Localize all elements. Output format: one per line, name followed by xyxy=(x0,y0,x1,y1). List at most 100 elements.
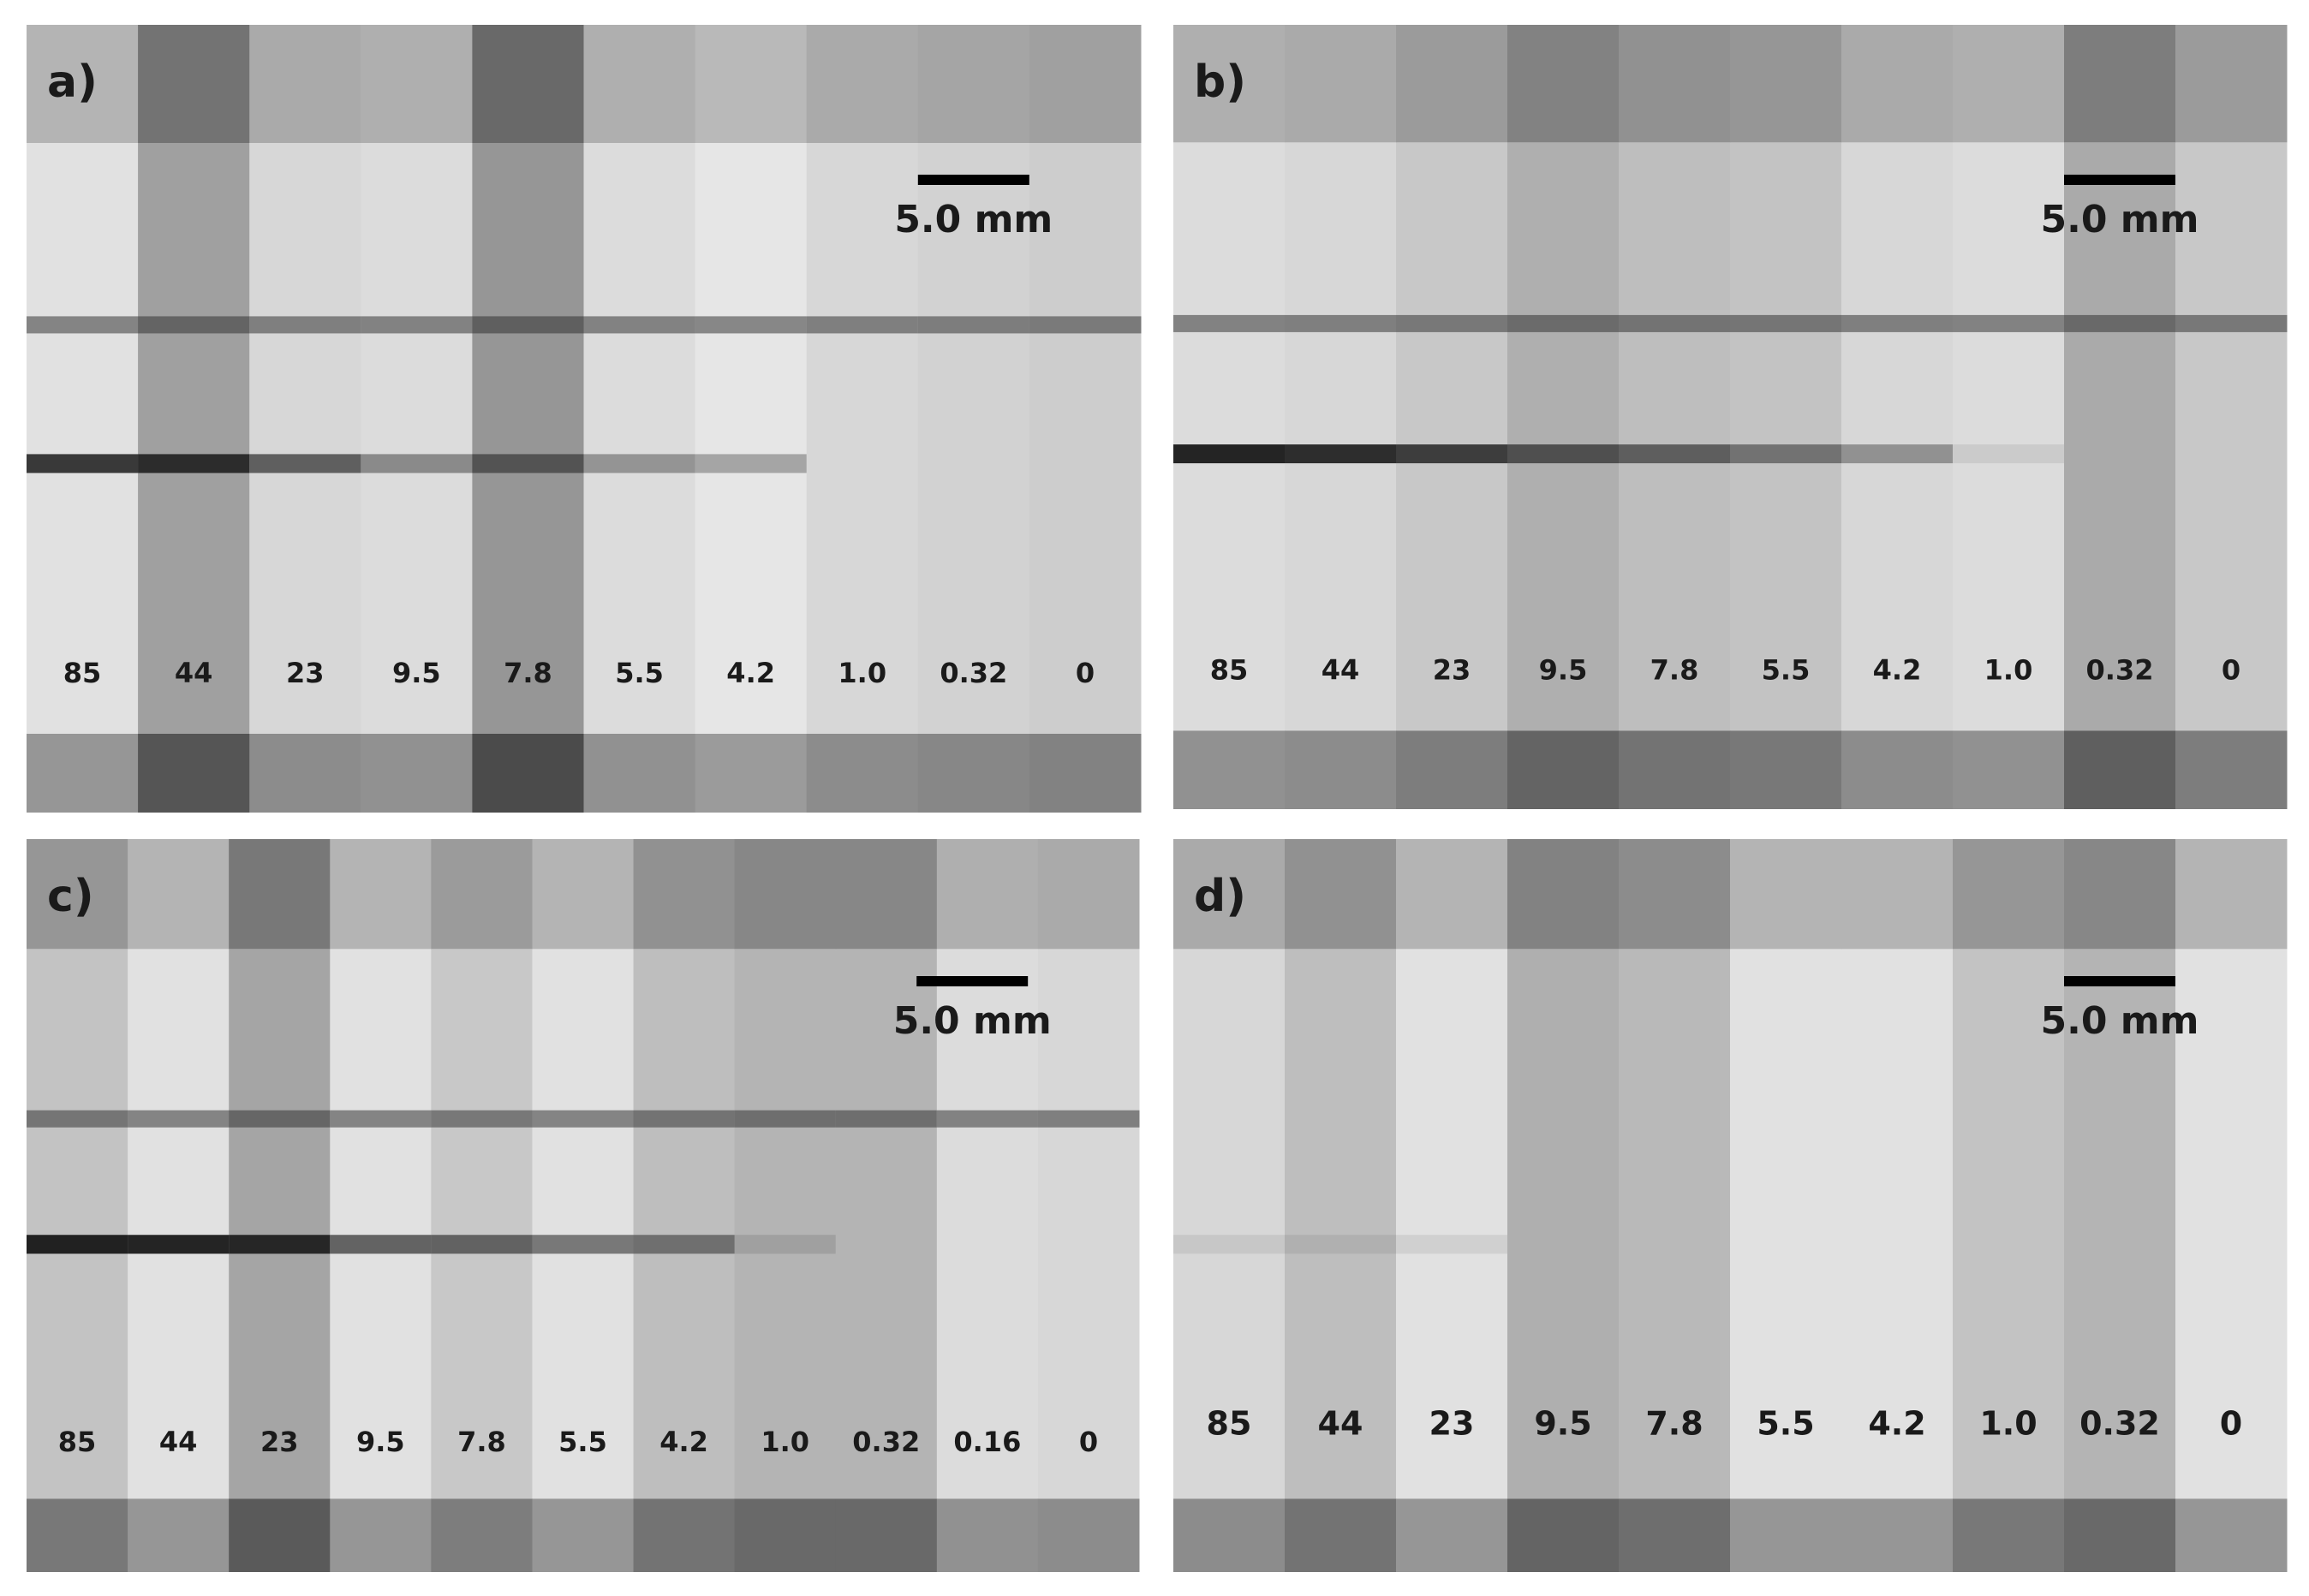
control-line xyxy=(695,316,808,334)
sample-pad xyxy=(936,839,1039,950)
control-line xyxy=(1619,314,1731,332)
strip-label: 85 xyxy=(58,1426,97,1458)
scale-bar xyxy=(2064,976,2175,986)
absorbent-pad xyxy=(27,1498,128,1572)
strip xyxy=(532,949,635,1499)
sample-pad xyxy=(2064,839,2176,950)
strip-label: 0.32 xyxy=(2086,654,2154,687)
strip xyxy=(633,949,736,1499)
absorbent-pad xyxy=(2064,1498,2176,1572)
test-line xyxy=(472,454,584,473)
sample-pad xyxy=(1173,839,1286,950)
sample-pad xyxy=(2175,839,2288,950)
absorbent-pad xyxy=(1619,1498,1731,1572)
control-line xyxy=(1507,314,1620,332)
strip-label: 23 xyxy=(1433,654,1471,687)
strip-label: 44 xyxy=(1318,1404,1363,1442)
absorbent-pad xyxy=(633,1498,736,1572)
sample-pad xyxy=(249,25,361,143)
strip xyxy=(1841,949,1954,1499)
scale-bar xyxy=(2064,175,2175,185)
test-line xyxy=(1396,1235,1508,1254)
sample-pad xyxy=(734,839,837,950)
strip-label: 0 xyxy=(1079,1426,1098,1458)
strip-label: 85 xyxy=(63,657,102,689)
test-line xyxy=(431,1235,533,1254)
test-line xyxy=(1285,444,1397,464)
absorbent-pad xyxy=(1619,730,1731,809)
strip-label: 85 xyxy=(1210,654,1249,687)
absorbent-pad xyxy=(128,1498,230,1572)
strip-label: 9.5 xyxy=(1534,1404,1591,1442)
strip-label: 1.0 xyxy=(1979,1404,2037,1442)
strip-label: 1.0 xyxy=(838,657,886,689)
sample-pad xyxy=(1029,25,1142,143)
absorbent-pad xyxy=(1173,730,1286,809)
strip-label: 23 xyxy=(1429,1404,1475,1442)
strip xyxy=(27,949,128,1499)
absorbent-pad xyxy=(1953,1498,2065,1572)
strip xyxy=(1173,142,1286,731)
strip xyxy=(1173,949,1286,1499)
absorbent-pad xyxy=(1396,1498,1508,1572)
strip-label: 5.5 xyxy=(615,657,664,689)
absorbent-pad xyxy=(2175,1498,2288,1572)
absorbent-pad xyxy=(1730,1498,1842,1572)
strip-label: 7.8 xyxy=(504,657,552,689)
strip xyxy=(2175,949,2288,1499)
strip xyxy=(917,143,1030,734)
sample-pad xyxy=(1285,839,1397,950)
strip xyxy=(806,143,919,734)
strip xyxy=(1953,142,2065,731)
strip-label: 4.2 xyxy=(659,1426,708,1458)
strip xyxy=(128,949,230,1499)
sample-pad xyxy=(583,25,696,143)
strip xyxy=(583,143,696,734)
test-line xyxy=(633,1235,736,1254)
absorbent-pad xyxy=(1841,730,1954,809)
strip xyxy=(2175,142,2288,731)
test-line xyxy=(330,1235,432,1254)
strip xyxy=(1953,949,2065,1499)
panel-label: d) xyxy=(1194,871,1246,922)
sample-pad xyxy=(1037,839,1140,950)
panel-label: b) xyxy=(1194,57,1246,108)
absorbent-pad xyxy=(1173,1498,1286,1572)
strip-label: 85 xyxy=(1207,1404,1252,1442)
test-line xyxy=(1396,444,1508,464)
strip-label: 9.5 xyxy=(392,657,441,689)
sample-pad xyxy=(229,839,331,950)
strip-label: 7.8 xyxy=(1645,1404,1703,1442)
strip xyxy=(1730,949,1842,1499)
strip-label: 1.0 xyxy=(1984,654,2033,687)
control-line xyxy=(128,1110,230,1128)
absorbent-pad xyxy=(532,1498,635,1572)
sample-pad xyxy=(472,25,584,143)
test-line xyxy=(1841,444,1954,464)
strip xyxy=(330,949,432,1499)
strip xyxy=(2064,949,2176,1499)
strip xyxy=(249,143,361,734)
absorbent-pad xyxy=(1396,730,1508,809)
strip-label: 5.5 xyxy=(1757,1404,1814,1442)
strip xyxy=(1285,142,1397,731)
sample-pad xyxy=(1841,25,1954,143)
sample-pad xyxy=(532,839,635,950)
panel: 85 44 23 9.5 7.8 5.5 4.2 1.0 0.32 0.16 0 c) 5.0 mm xyxy=(27,839,1140,1572)
sample-pad xyxy=(1841,839,1954,950)
sample-pad xyxy=(27,25,139,143)
strip xyxy=(138,143,250,734)
control-line xyxy=(1029,316,1142,334)
control-line xyxy=(229,1110,331,1128)
strip xyxy=(2064,142,2176,731)
control-line xyxy=(1173,314,1286,332)
absorbent-pad xyxy=(806,734,919,813)
absorbent-pad xyxy=(2175,730,2288,809)
strip xyxy=(1730,142,1842,731)
sample-pad xyxy=(138,25,250,143)
sample-pad xyxy=(128,839,230,950)
scale-bar-label: 5.0 mm xyxy=(894,198,1053,241)
control-line xyxy=(1841,314,1954,332)
sample-pad xyxy=(1507,25,1620,143)
strip-label: 0.32 xyxy=(2079,1404,2160,1442)
